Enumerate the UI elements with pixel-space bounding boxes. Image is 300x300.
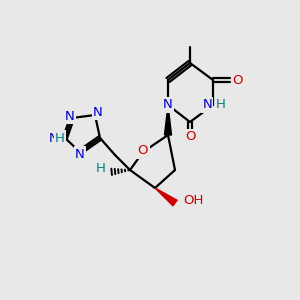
Text: O: O: [185, 130, 195, 143]
Text: N: N: [75, 148, 85, 160]
Text: N: N: [93, 106, 103, 118]
Text: OH: OH: [183, 194, 203, 208]
Text: N: N: [163, 98, 173, 112]
Polygon shape: [164, 105, 172, 135]
Polygon shape: [155, 188, 177, 206]
Text: N: N: [49, 131, 59, 145]
Text: O: O: [232, 74, 242, 86]
Text: O: O: [138, 145, 148, 158]
Text: H: H: [55, 131, 65, 145]
Text: N: N: [65, 110, 75, 122]
Text: H: H: [96, 163, 106, 176]
Text: H: H: [216, 98, 226, 112]
Text: N: N: [202, 98, 212, 112]
